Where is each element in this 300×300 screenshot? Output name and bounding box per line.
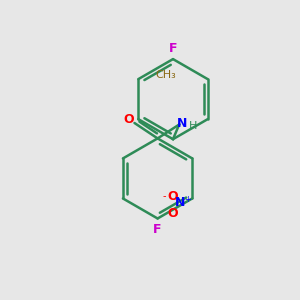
Text: CH₃: CH₃ <box>155 70 176 80</box>
Text: F: F <box>169 42 177 55</box>
Text: F: F <box>153 223 162 236</box>
Text: N: N <box>177 116 188 130</box>
Text: O: O <box>167 207 178 220</box>
Text: N: N <box>175 196 185 209</box>
Text: +: + <box>184 195 191 204</box>
Text: O: O <box>167 190 178 203</box>
Text: O: O <box>123 113 134 126</box>
Text: H: H <box>189 121 197 131</box>
Text: -: - <box>163 191 166 201</box>
